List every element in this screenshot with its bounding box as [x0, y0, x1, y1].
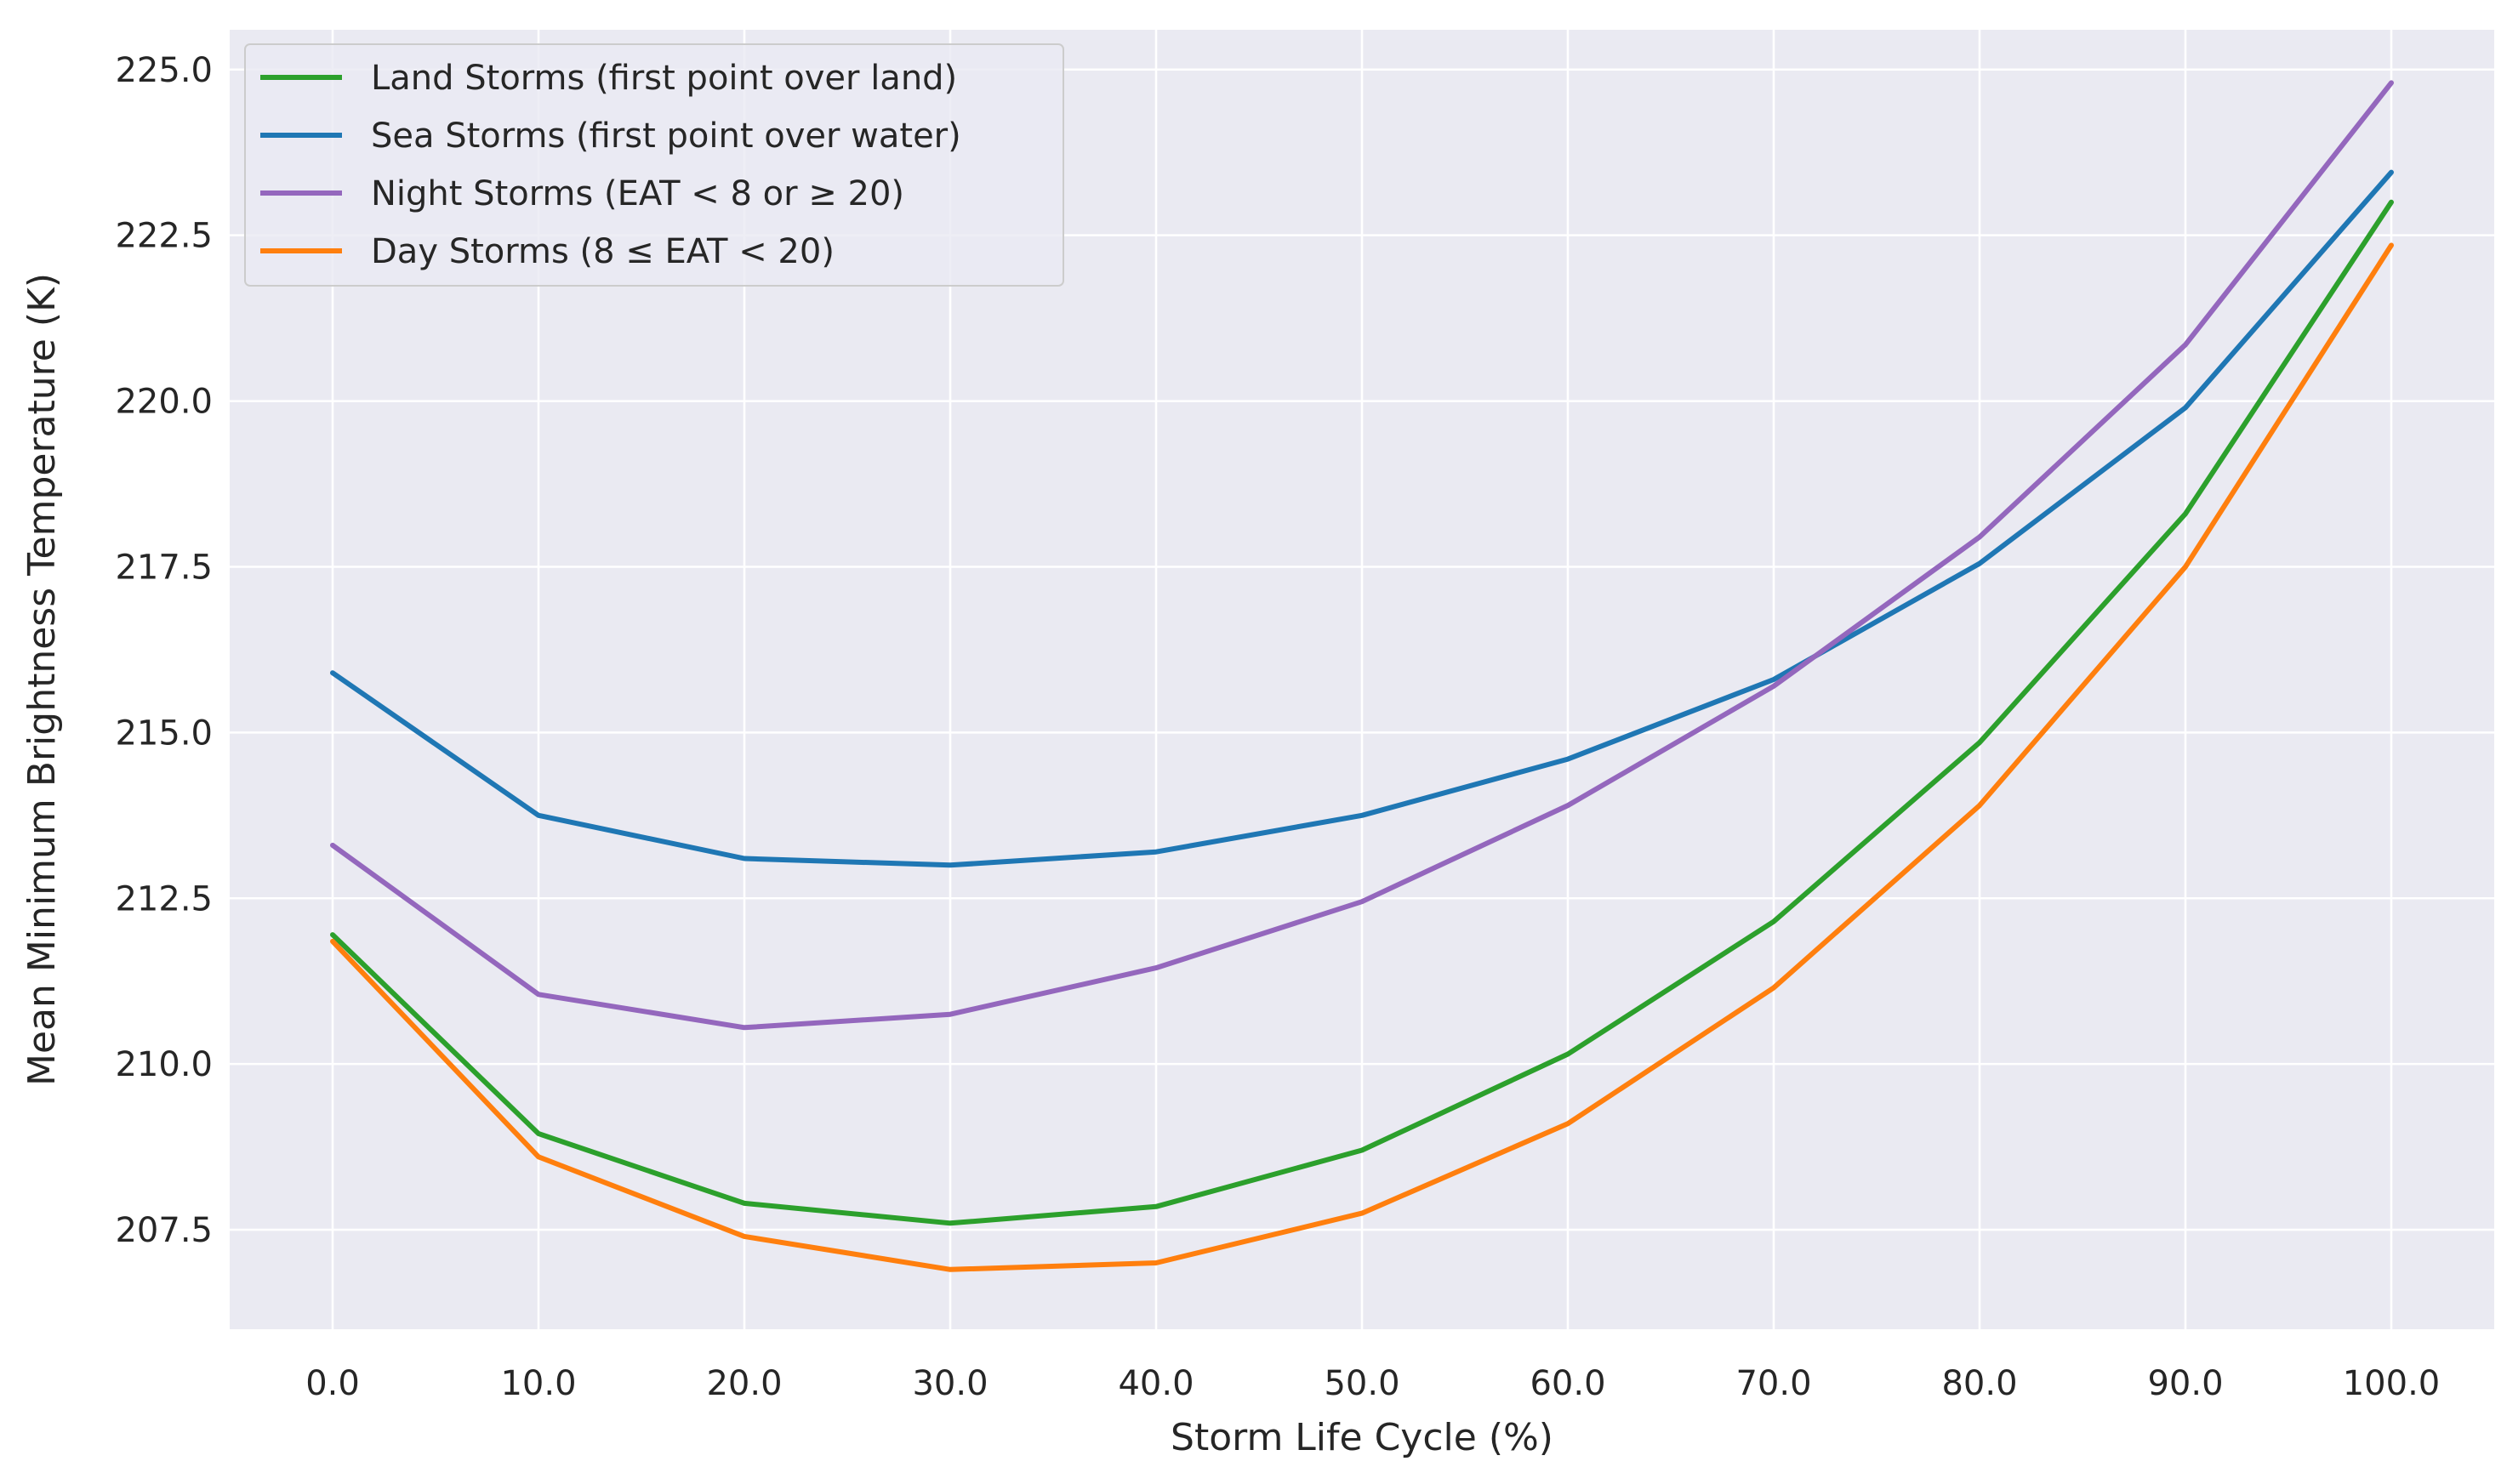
series-line-3 — [330, 242, 2394, 1272]
x-tick-label: 20.0 — [706, 1364, 782, 1403]
legend-label: Day Storms (8 ≤ EAT < 20) — [371, 232, 835, 271]
x-tick-label: 90.0 — [2147, 1364, 2223, 1403]
x-axis-label: Storm Life Cycle (%) — [1171, 1416, 1553, 1459]
y-tick-label: 225.0 — [115, 51, 213, 90]
y-tick-labels: 207.5 210.0 212.5 215.0 217.5 220.0 222.5 225.0 — [115, 51, 213, 1250]
legend-label: Night Storms (EAT < 8 or ≥ 20) — [371, 174, 904, 213]
y-tick-label: 220.0 — [115, 383, 213, 422]
y-tick-label: 215.0 — [115, 714, 213, 753]
x-tick-label: 80.0 — [1941, 1364, 2017, 1403]
y-tick-label: 212.5 — [115, 879, 213, 918]
x-tick-label: 40.0 — [1118, 1364, 1194, 1403]
legend: Land Storms (first point over land) Sea S… — [244, 43, 1064, 287]
x-tick-label: 30.0 — [912, 1364, 988, 1403]
x-tick-label: 60.0 — [1530, 1364, 1605, 1403]
legend-label: Sea Storms (first point over water) — [371, 117, 961, 156]
x-tick-label: 10.0 — [500, 1364, 576, 1403]
series-layer — [330, 80, 2394, 1272]
y-tick-label: 217.5 — [115, 548, 213, 587]
x-tick-label: 70.0 — [1735, 1364, 1811, 1403]
x-tick-label: 100.0 — [2343, 1364, 2441, 1403]
y-tick-label: 210.0 — [115, 1045, 213, 1084]
legend-label: Land Storms (first point over land) — [371, 59, 957, 98]
legend-frame — [244, 43, 1064, 287]
y-tick-label: 222.5 — [115, 217, 213, 256]
series-line-1 — [330, 169, 2394, 868]
series-line-0 — [330, 199, 2394, 1226]
series-line-2 — [330, 80, 2394, 1031]
x-tick-label: 0.0 — [305, 1364, 360, 1403]
y-axis-label: Mean Minimum Brightness Temperature (K) — [20, 273, 64, 1086]
x-tick-label: 50.0 — [1324, 1364, 1399, 1403]
y-tick-label: 207.5 — [115, 1211, 213, 1250]
x-tick-labels: 0.0 10.0 20.0 30.0 40.0 50.0 60.0 70.0 80.0 90.0 1… — [305, 1364, 2440, 1403]
